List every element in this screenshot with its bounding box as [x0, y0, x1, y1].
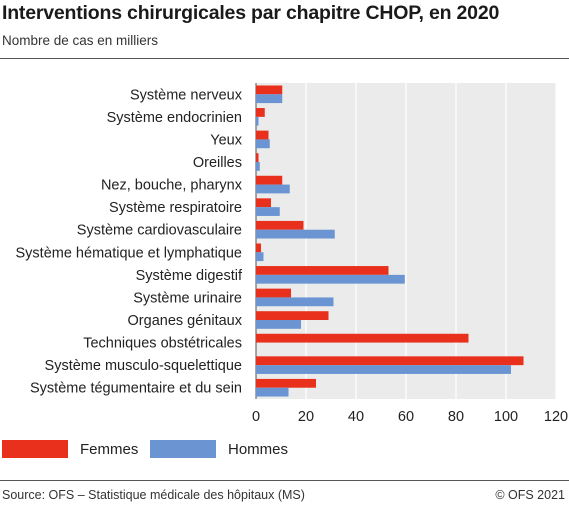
category-label: Système endocrinien [107, 110, 242, 126]
bar-femmes [256, 198, 271, 208]
category-label: Système musculo-squelettique [45, 358, 242, 374]
chart-title: Interventions chirurgicales par chapitre… [2, 2, 500, 24]
top-divider [0, 58, 569, 59]
bar-femmes [256, 333, 469, 343]
copyright-note: © OFS 2021 [495, 488, 565, 502]
category-label: Nez, bouche, pharynx [101, 178, 243, 194]
legend-swatch-femmes [2, 440, 68, 458]
x-tick-label: 60 [398, 409, 414, 425]
bar-hommes [256, 162, 260, 171]
bottom-divider [0, 480, 569, 481]
x-tick-label: 0 [252, 409, 260, 425]
legend-swatch-hommes [150, 440, 216, 458]
bar-femmes [256, 220, 304, 230]
bar-femmes [256, 108, 265, 117]
bar-femmes [256, 243, 261, 253]
bar-hommes [256, 297, 334, 307]
source-note: Source: OFS – Statistique médicale des h… [2, 488, 305, 502]
category-label: Oreilles [193, 155, 242, 171]
category-label: Organes génitaux [128, 313, 243, 329]
category-label: Système nerveux [130, 87, 243, 103]
bar-hommes [256, 94, 283, 104]
category-label: Système cardiovasculaire [77, 223, 242, 239]
bar-hommes [256, 207, 280, 216]
legend-item-hommes: Hommes [150, 438, 288, 460]
legend-label-femmes: Femmes [80, 440, 139, 458]
bar-femmes [256, 288, 291, 298]
bar-femmes [256, 175, 283, 185]
bar-hommes [256, 229, 335, 239]
x-tick-label: 120 [544, 409, 568, 425]
bar-hommes [256, 184, 290, 194]
x-tick-label: 40 [348, 409, 364, 425]
category-label: Yeux [210, 132, 242, 148]
bar-chart: Système nerveux Système endocrinien Yeux Or… [16, 83, 568, 425]
x-tick-label: 100 [494, 409, 518, 425]
bar-hommes [256, 365, 511, 374]
bar-femmes [256, 85, 283, 95]
x-tick-label: 80 [448, 409, 464, 425]
category-label: Système urinaire [133, 290, 242, 306]
bar-hommes [256, 139, 270, 149]
bar-femmes [256, 266, 389, 275]
bar-femmes [256, 378, 316, 388]
chart-subtitle: Nombre de cas en milliers [2, 33, 159, 48]
bar-femmes [256, 311, 329, 320]
x-tick-label: 20 [298, 409, 314, 425]
category-label: Système tégumentaire et du sein [30, 381, 242, 397]
legend-label-hommes: Hommes [228, 440, 289, 458]
category-label: Système hématique et lymphatique [16, 245, 243, 261]
bar-hommes [256, 274, 405, 284]
bar-femmes [256, 130, 269, 140]
category-label: Système respiratoire [109, 200, 242, 216]
bar-hommes [256, 252, 264, 262]
category-label: Techniques obstétricales [83, 336, 242, 352]
bar-hommes [256, 387, 289, 397]
bar-hommes [256, 320, 301, 329]
category-label: Système digestif [136, 268, 243, 284]
bar-hommes [256, 116, 259, 126]
legend-item-femmes: Femmes [2, 438, 138, 460]
bar-femmes [256, 153, 259, 162]
bar-femmes [256, 356, 524, 366]
